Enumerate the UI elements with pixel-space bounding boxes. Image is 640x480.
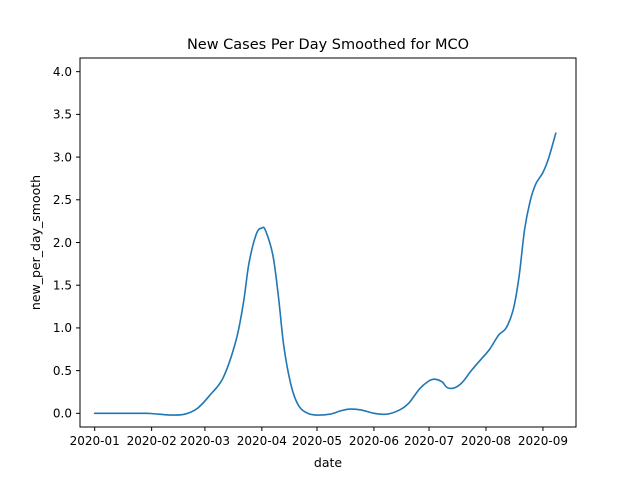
chart-title: New Cases Per Day Smoothed for MCO — [187, 37, 469, 53]
y-tick-label: 4.0 — [53, 65, 72, 79]
y-tick-label: 3.0 — [53, 150, 72, 164]
x-tick-label: 2020-01 — [70, 434, 120, 448]
y-tick-label: 3.5 — [53, 108, 72, 122]
series-line-1 — [93, 132, 557, 416]
x-tick-label: 2020-09 — [518, 434, 568, 448]
x-tick-label: 2020-08 — [461, 434, 511, 448]
y-tick-label: 0.0 — [53, 407, 72, 421]
x-tick-label: 2020-02 — [127, 434, 177, 448]
plot-area — [93, 132, 557, 416]
x-tick-label: 2020-05 — [292, 434, 342, 448]
axes-frame — [79, 57, 577, 428]
x-tick-label: 2020-06 — [349, 434, 399, 448]
y-tick-label: 2.5 — [53, 193, 72, 207]
x-axis-label: date — [314, 455, 342, 470]
y-tick-label: 1.0 — [53, 321, 72, 335]
y-axis-label: new_per_day_smooth — [28, 175, 43, 310]
x-tick-label: 2020-04 — [237, 434, 287, 448]
y-axis-ticks: 0.0 0.5 1.0 1.5 2.0 2.5 3.0 3.5 4.0 — [53, 65, 80, 421]
y-tick-label: 0.5 — [53, 364, 72, 378]
y-tick-label: 1.5 — [53, 279, 72, 293]
x-tick-label: 2020-07 — [404, 434, 454, 448]
x-axis-ticks: 2020-01 2020-02 2020-03 2020-04 2020-05 2020-… — [70, 427, 568, 448]
y-tick-label: 2.0 — [53, 236, 72, 250]
x-tick-label: 2020-03 — [180, 434, 230, 448]
